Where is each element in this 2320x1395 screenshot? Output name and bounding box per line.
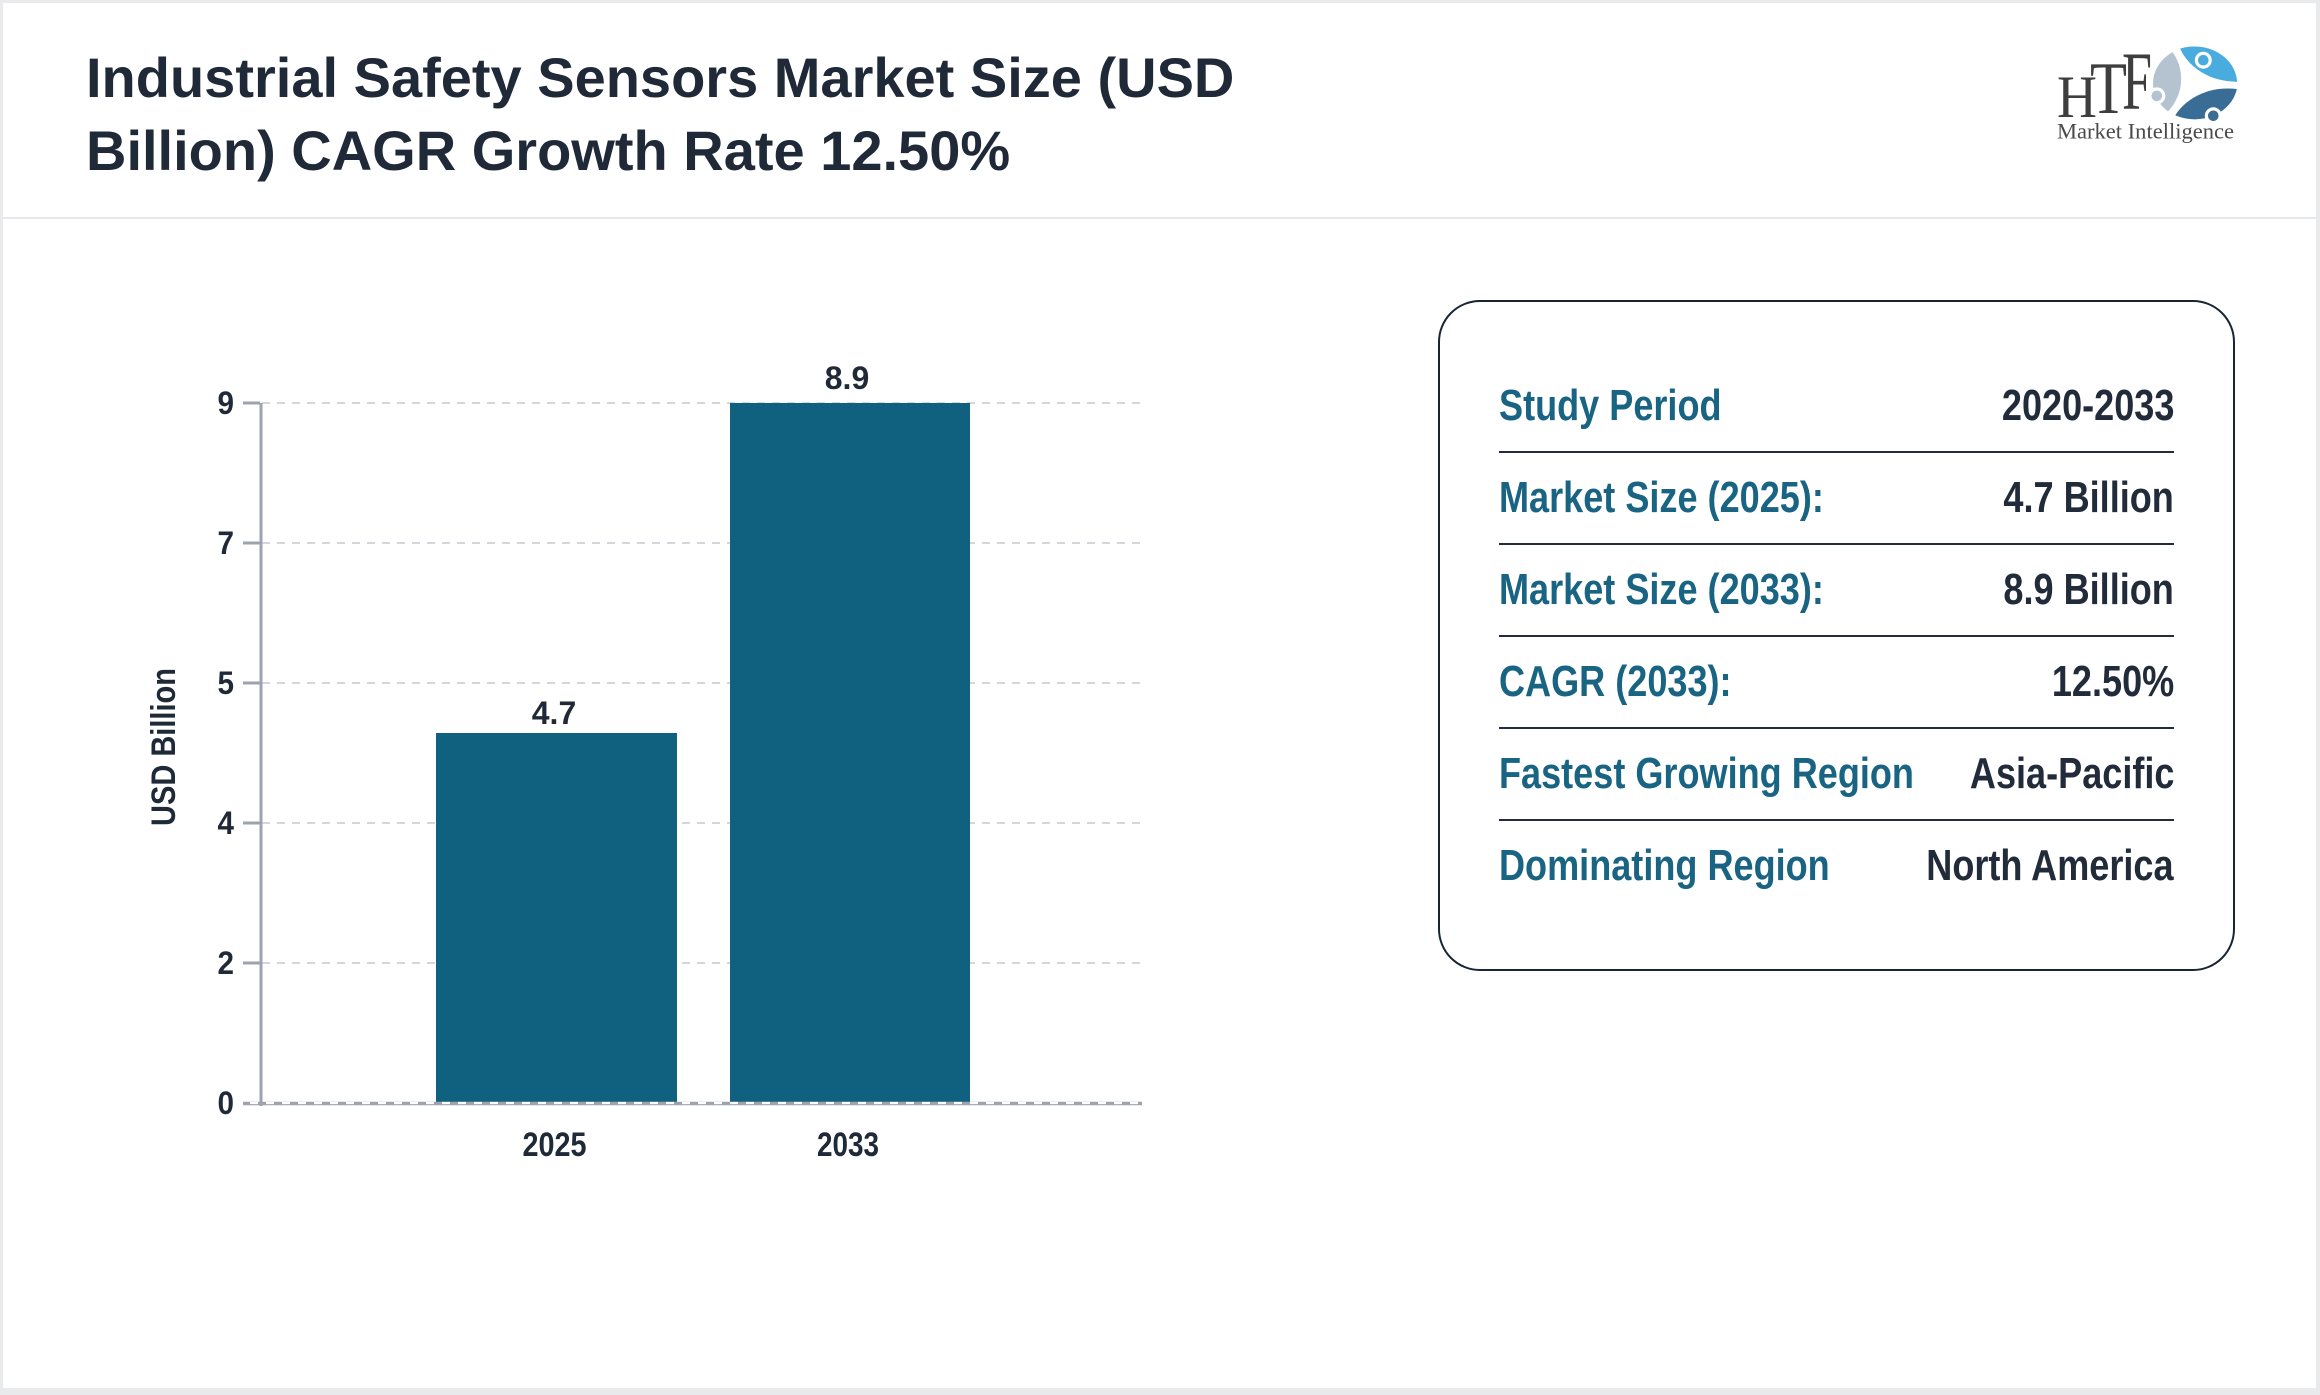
svg-text:0: 0 <box>218 1085 235 1121</box>
svg-text:T: T <box>2090 48 2127 130</box>
svg-text:F: F <box>2122 35 2152 127</box>
svg-text:2: 2 <box>218 945 235 981</box>
svg-text:8.9: 8.9 <box>825 360 869 396</box>
svg-text:Market Intelligence: Market Intelligence <box>2057 119 2234 144</box>
svg-text:5: 5 <box>218 665 235 701</box>
svg-text:H: H <box>2057 64 2097 130</box>
svg-text:4: 4 <box>218 805 235 841</box>
svg-text:2033: 2033 <box>817 1126 879 1164</box>
svg-text:2025: 2025 <box>523 1126 587 1164</box>
svg-text:7: 7 <box>218 525 235 561</box>
svg-text:4.7: 4.7 <box>532 695 576 731</box>
svg-text:9: 9 <box>218 385 235 421</box>
svg-text:USD Billion: USD Billion <box>145 668 183 826</box>
